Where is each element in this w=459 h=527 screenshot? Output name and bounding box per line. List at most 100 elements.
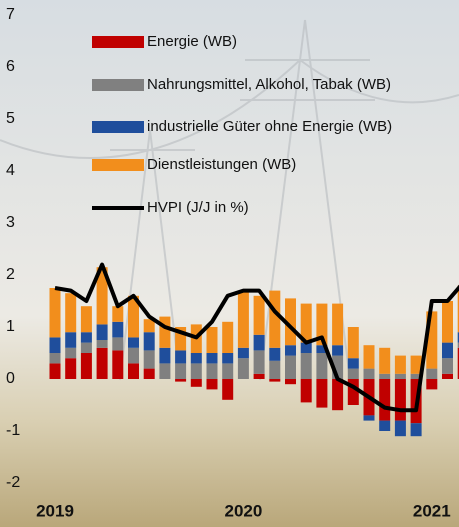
bar-segment [222,322,233,353]
bar-segment [411,423,422,436]
bar-segment [191,379,202,387]
legend-swatch [92,79,144,91]
bar-segment [364,369,375,379]
legend-label: HVPI (J/J in %) [147,199,249,216]
bar-segment [379,421,390,431]
bar-segment [442,358,453,374]
bar-segment [332,304,343,346]
x-tick-label: 2019 [36,501,74,520]
y-tick-label: 4 [6,162,15,179]
bar-segment [238,291,249,348]
bar-segment [97,324,108,340]
bar-segment [348,327,359,358]
y-tick-label: 6 [6,58,15,75]
legend-swatch [92,121,144,133]
bar-segment [65,293,76,332]
bar-segment [238,348,249,358]
x-tick-label: 2020 [224,501,262,520]
y-tick-label: 3 [6,214,15,231]
bar-segment [144,350,155,368]
bar-segment [285,345,296,355]
bar-segment [379,374,390,379]
bar-segment [97,348,108,379]
bar-segment [144,369,155,379]
legend-label: Energie (WB) [147,33,237,50]
bar-segment [175,363,186,379]
y-tick-label: 2 [6,266,15,283]
bar-segment [442,301,453,343]
bar-segment [364,415,375,420]
bar-segment [81,353,92,379]
y-tick-label: 0 [6,370,15,387]
y-tick-label: -1 [6,422,20,439]
legend-label: Nahrungsmittel, Alkohol, Tabak (WB) [147,76,391,93]
bar-segment [269,361,280,379]
bar-segment [159,363,170,379]
bar-segment [222,353,233,363]
y-tick-label: -2 [6,474,20,491]
bar-segment [81,332,92,342]
bar-segment [395,374,406,379]
bar-segment [112,350,123,379]
bar-segment [191,363,202,379]
bar-segment [159,317,170,348]
bar-segment [65,348,76,358]
bar-segment [364,345,375,368]
bar-segment [112,337,123,350]
legend-label: industrielle Güter ohne Energie (WB) [147,118,392,135]
bar-segment [285,379,296,384]
bar-segment [97,340,108,348]
bar-segment [332,345,343,355]
legend-swatch [92,36,144,48]
bar-segment [254,374,265,379]
legend-swatch [92,159,144,171]
y-tick-label: 1 [6,318,15,335]
bar-segment [316,379,327,408]
bar-segment [301,353,312,379]
bar-segment [269,379,280,382]
bar-segment [348,358,359,368]
bar-segment [379,379,390,421]
bar-segment [348,369,359,379]
bar-segment [426,379,437,389]
bar-segment [50,337,61,353]
bar-segment [81,343,92,353]
bar-segment [285,356,296,379]
bar-segment [379,348,390,374]
bar-segment [254,296,265,335]
bar-segment [81,306,92,332]
bar-segment [50,363,61,379]
bar-segment [144,332,155,350]
bar-segment [128,363,139,379]
bar-segment [128,348,139,364]
bar-segment [254,335,265,351]
bar-segment [112,306,123,322]
bar-segment [175,350,186,363]
legend-label: Dienstleistungen (WB) [147,156,296,173]
bar-segment [442,343,453,359]
chart: -2 -1 0 1 2 3 4 5 6 7 2019 2020 2021 Energie (WB) Nahr… [0,0,459,527]
bar-segment [301,379,312,402]
bar-segment [112,322,123,338]
y-tick-label: 7 [6,6,15,23]
bar-segment [426,369,437,379]
bar-segment [128,337,139,347]
bar-segment [222,363,233,379]
bar-segment [207,327,218,353]
bar-segment [316,353,327,379]
bar-segment [222,379,233,400]
bar-segment [269,348,280,361]
bar-segment [191,353,202,363]
bar-segment [254,350,265,373]
bar-segment [207,363,218,379]
bar-segment [442,374,453,379]
bar-segment [238,358,249,379]
x-tick-label: 2021 [413,501,451,520]
bar-segment [395,421,406,437]
y-tick-label: 5 [6,110,15,127]
bar-segment [207,353,218,363]
bar-segment [175,379,186,382]
bar-segment [395,379,406,421]
bar-segment [269,291,280,348]
bar-segment [65,358,76,379]
